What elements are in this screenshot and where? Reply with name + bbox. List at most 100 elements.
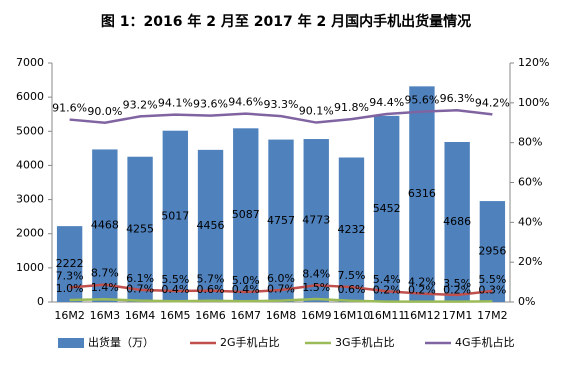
- legend-label: 4G手机占比: [455, 335, 515, 349]
- bar: [338, 157, 365, 302]
- point-label: 0.4%: [161, 283, 189, 296]
- point-label: 6.1%: [126, 272, 154, 285]
- bar: [409, 86, 435, 302]
- bar-label: 5087: [232, 208, 260, 221]
- x-tick-label: 16M7: [231, 309, 262, 322]
- point-label: 0.6%: [197, 283, 225, 296]
- y-tick-label: 0: [37, 295, 44, 308]
- y-tick-label: 7000: [16, 56, 44, 69]
- point-label: 5.4%: [373, 273, 401, 286]
- bar: [233, 128, 259, 302]
- point-label: 7.3%: [56, 269, 84, 282]
- line: [69, 108, 493, 125]
- point-label: 8.7%: [91, 267, 119, 280]
- point-label: 5.7%: [197, 273, 225, 286]
- point-label: 94.4%: [369, 96, 404, 109]
- point-label: 93.3%: [264, 98, 299, 111]
- x-tick-label: 16M9: [301, 309, 332, 322]
- y-tick-label: 2000: [16, 227, 44, 240]
- bar-label: 4686: [443, 215, 471, 228]
- point-label: 5.0%: [232, 274, 260, 287]
- x-tick-label: 16M10: [333, 309, 371, 322]
- point-label: 0.2%: [373, 284, 401, 297]
- bar: [162, 130, 188, 302]
- point-label: 93.6%: [193, 98, 228, 111]
- point-label: 0.7%: [126, 283, 154, 296]
- y2-tick-label: 0%: [518, 295, 535, 308]
- point-label: 96.3%: [440, 92, 475, 105]
- bar-label: 2222: [56, 257, 84, 270]
- bar: [444, 142, 470, 302]
- point-label: 0.3%: [478, 283, 506, 296]
- bar: [92, 149, 118, 302]
- y-tick-label: 5000: [16, 124, 44, 137]
- point-label: 91.8%: [334, 101, 369, 114]
- x-tick-label: 16M3: [90, 309, 121, 322]
- legend-label: 2G手机占比: [220, 335, 280, 349]
- bar-label: 2956: [478, 245, 506, 258]
- bar: [197, 149, 224, 302]
- y-tick-label: 1000: [16, 261, 44, 274]
- point-label: 1.4%: [91, 281, 119, 294]
- point-label: 0.6%: [337, 283, 365, 296]
- y-tick-label: 6000: [16, 90, 44, 103]
- point-label: 3.5%: [443, 277, 471, 290]
- point-label: 90.0%: [87, 105, 122, 118]
- y2-tick-label: 120%: [518, 56, 549, 69]
- point-label: 0.2%: [443, 284, 471, 297]
- bar: [56, 226, 83, 302]
- legend-swatch: [58, 338, 84, 348]
- x-tick-label: 16M12: [403, 309, 441, 322]
- x-tick-label: 16M11: [368, 309, 406, 322]
- y-tick-label: 3000: [16, 193, 44, 206]
- x-tick-label: 16M8: [266, 309, 297, 322]
- bar-label: 4232: [337, 223, 365, 236]
- y-tick-label: 4000: [16, 158, 44, 171]
- bar-label: 6316: [408, 187, 436, 200]
- point-label: 4.2%: [408, 276, 436, 289]
- y2-tick-label: 100%: [518, 96, 549, 109]
- legend-label: 出货量（万）: [88, 335, 154, 349]
- line: [69, 283, 493, 297]
- bar-label: 4773: [302, 214, 330, 227]
- x-tick-label: 16M5: [160, 309, 191, 322]
- bar: [127, 156, 153, 302]
- point-label: 1.0%: [56, 282, 84, 295]
- bar-label: 4255: [126, 222, 154, 235]
- bar: [268, 139, 294, 302]
- y2-tick-label: 80%: [518, 136, 542, 149]
- point-label: 1.5%: [302, 281, 330, 294]
- x-tick-label: 16M6: [195, 309, 226, 322]
- y2-tick-label: 40%: [518, 215, 542, 228]
- legend-label: 3G手机占比: [335, 335, 395, 349]
- y2-tick-label: 60%: [518, 176, 542, 189]
- point-label: 95.6%: [404, 94, 439, 107]
- point-label: 94.2%: [475, 96, 510, 109]
- x-tick-label: 17M2: [477, 309, 508, 322]
- chart-title: 图 1：2016 年 2 月至 2017 年 2 月国内手机出货量情况: [101, 13, 471, 30]
- y2-tick-label: 20%: [518, 255, 542, 268]
- bar-label: 4456: [197, 219, 225, 232]
- point-label: 0.4%: [232, 283, 260, 296]
- bar: [479, 201, 506, 302]
- point-label: 0.7%: [267, 283, 295, 296]
- point-label: 5.5%: [161, 273, 189, 286]
- point-label: 7.5%: [337, 269, 365, 282]
- x-tick-label: 17M1: [442, 309, 473, 322]
- bar-label: 4757: [267, 214, 295, 227]
- bar: [303, 139, 329, 302]
- point-label: 93.2%: [123, 98, 158, 111]
- point-label: 94.1%: [158, 97, 193, 110]
- x-tick-label: 16M4: [125, 309, 156, 322]
- point-label: 6.0%: [267, 272, 295, 285]
- bar-label: 4468: [91, 219, 119, 232]
- point-label: 5.5%: [478, 273, 506, 286]
- bar-label: 5452: [373, 202, 401, 215]
- bar: [374, 115, 400, 302]
- bar-label: 5017: [161, 209, 189, 222]
- point-label: 91.6%: [52, 102, 87, 115]
- point-label: 90.1%: [299, 105, 334, 118]
- point-label: 94.6%: [228, 96, 263, 109]
- x-tick-label: 16M2: [54, 309, 85, 322]
